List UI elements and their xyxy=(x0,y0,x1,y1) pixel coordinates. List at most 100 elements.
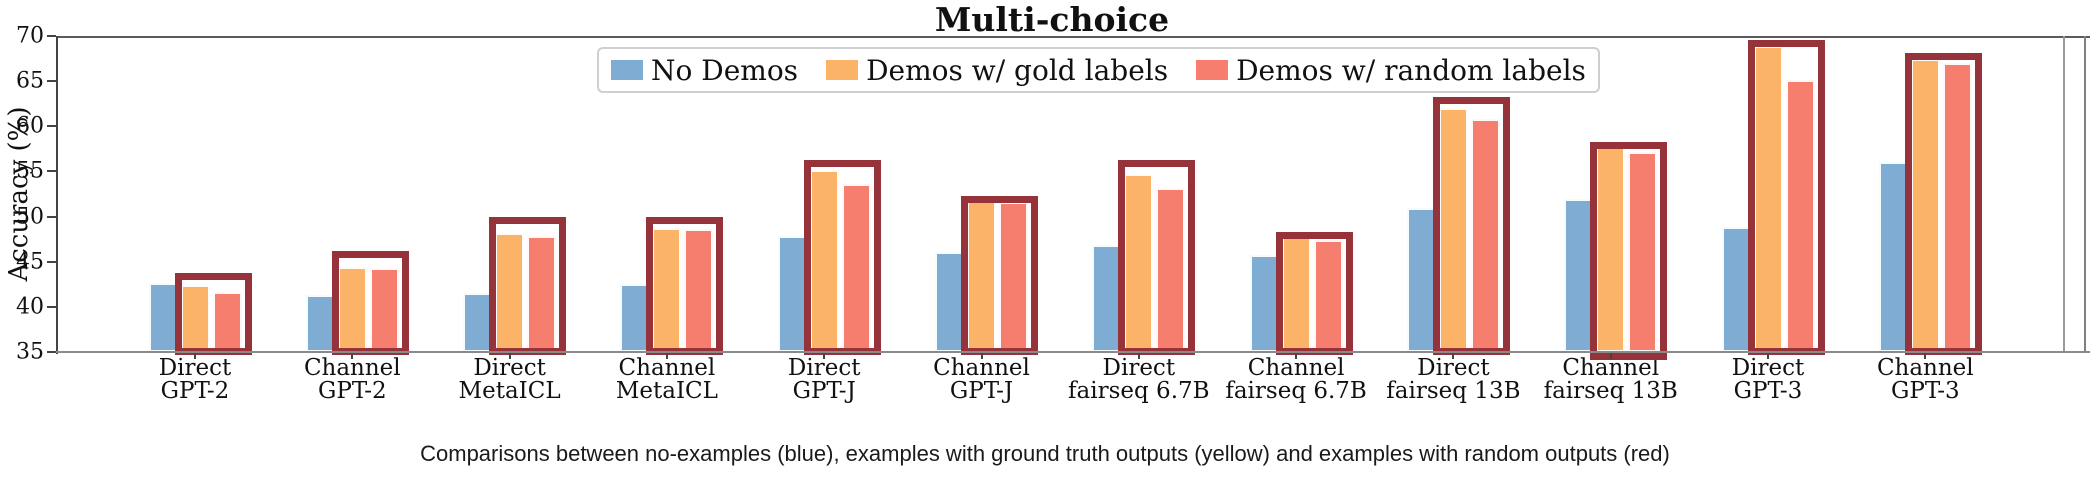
x-tick-mark xyxy=(1767,353,1769,359)
legend-label: Demos w/ gold labels xyxy=(866,53,1169,87)
bar-gold-labels xyxy=(1124,174,1154,352)
x-tick-label: Direct MetaICL xyxy=(458,355,561,404)
bar-gold-labels xyxy=(1596,147,1626,352)
bar-no-demos xyxy=(1564,199,1594,352)
legend: No Demos Demos w/ gold labels Demos w/ ran… xyxy=(597,47,1600,93)
x-tick-mark xyxy=(351,353,354,359)
y-tick-label: 35 xyxy=(16,339,44,365)
bar-gold-labels xyxy=(652,228,682,352)
bar-random-labels xyxy=(1313,240,1343,352)
bar-no-demos xyxy=(1092,244,1122,352)
x-axis-line xyxy=(56,351,2090,353)
bar-gold-labels xyxy=(809,169,839,352)
bar-gold-labels xyxy=(1910,59,1940,352)
bar-group-direct-metaicl xyxy=(463,36,567,355)
bar-group-channel-gpt-j xyxy=(935,36,1038,355)
x-tick-mark xyxy=(823,353,826,359)
bar-random-labels xyxy=(369,268,399,352)
highlight-box xyxy=(1275,231,1353,355)
x-tick-mark xyxy=(1452,353,1455,359)
y-axis-label: Accuracy (%) xyxy=(4,106,34,282)
x-tick-mark xyxy=(1924,353,1927,359)
highlight-box xyxy=(803,159,881,355)
plot-top-spine xyxy=(56,36,2090,38)
legend-item: Demos w/ gold labels xyxy=(826,54,1168,87)
y-tick-label: 55 xyxy=(16,158,44,184)
y-tick-mark xyxy=(47,305,56,308)
bar-no-demos xyxy=(1878,161,1908,352)
x-tick-mark xyxy=(980,353,983,359)
x-tick-label: Direct fairseq 6.7B xyxy=(1068,355,1210,404)
bar-random-labels xyxy=(212,292,242,352)
bar-no-demos xyxy=(777,236,807,352)
figure-caption: Comparisons between no-examples (blue), … xyxy=(420,441,1670,466)
bar-random-labels xyxy=(1628,152,1658,352)
bar-group-channel-gpt-2 xyxy=(305,36,409,355)
adjacent-panel-spine xyxy=(2084,36,2086,352)
legend-item: Demos w/ random labels xyxy=(1196,54,1586,87)
bar-no-demos xyxy=(305,295,335,352)
legend-swatch-icon xyxy=(1196,60,1229,80)
bar-gold-labels xyxy=(967,200,996,352)
y-tick-mark xyxy=(47,260,56,263)
highlight-box xyxy=(1904,53,1982,355)
x-tick-label: Channel MetaICL xyxy=(615,355,718,404)
highlight-box xyxy=(489,217,567,355)
x-tick-mark xyxy=(508,353,511,359)
y-tick-mark xyxy=(47,351,56,353)
y-tick-mark xyxy=(47,125,56,128)
legend-item: No Demos xyxy=(611,54,798,87)
legend-label: No Demos xyxy=(651,53,799,87)
bar-random-labels xyxy=(684,229,714,352)
y-tick-label: 45 xyxy=(16,249,44,275)
y-tick-label: 65 xyxy=(16,68,44,94)
legend-label: Demos w/ random labels xyxy=(1236,53,1586,87)
bar-no-demos xyxy=(463,293,493,352)
bar-random-labels xyxy=(999,202,1028,352)
x-tick-label: Channel GPT-3 xyxy=(1876,355,1974,404)
x-tick-label: Channel GPT-J xyxy=(933,355,1030,404)
y-tick-label: 70 xyxy=(16,23,44,49)
bar-group-direct-fairseq-13b xyxy=(1406,36,1510,355)
bar-no-demos xyxy=(1249,254,1279,352)
y-tick-label: 40 xyxy=(16,294,44,320)
x-tick-mark xyxy=(665,353,668,359)
bar-no-demos xyxy=(935,251,964,352)
bar-group-channel-gpt-3 xyxy=(1878,36,1982,355)
highlight-box xyxy=(961,195,1038,355)
x-tick-mark xyxy=(1295,353,1298,359)
legend-swatch-icon xyxy=(826,60,859,80)
chart-title: Multi-choice xyxy=(934,0,1170,39)
x-tick-mark xyxy=(194,353,196,359)
x-tick-mark xyxy=(1137,353,1140,359)
bar-no-demos xyxy=(620,284,650,352)
bar-gold-labels xyxy=(1753,45,1783,352)
bar-random-labels xyxy=(1785,80,1815,352)
highlight-box xyxy=(1432,96,1510,355)
bar-no-demos xyxy=(1406,208,1436,352)
y-axis-spine xyxy=(56,36,58,354)
y-tick-mark xyxy=(47,215,56,218)
bar-random-labels xyxy=(841,184,871,352)
x-tick-label: Direct fairseq 13B xyxy=(1386,355,1521,404)
y-tick-mark xyxy=(47,80,56,83)
highlight-box xyxy=(331,250,409,355)
bar-no-demos xyxy=(1721,227,1751,352)
highlight-box xyxy=(1590,141,1668,360)
bar-group-direct-gpt-2 xyxy=(148,36,252,355)
bar-gold-labels xyxy=(495,232,525,352)
plot-right-spine xyxy=(2063,36,2065,352)
x-tick-label: Channel fairseq 6.7B xyxy=(1225,355,1367,404)
bar-group-direct-gpt-3 xyxy=(1721,36,1825,355)
bar-random-labels xyxy=(1156,187,1186,352)
x-tick-label: Direct GPT-J xyxy=(787,355,861,404)
y-tick-label: 60 xyxy=(16,113,44,139)
bar-random-labels xyxy=(1470,119,1500,352)
highlight-box xyxy=(1118,159,1196,355)
bar-gold-labels xyxy=(1438,108,1468,352)
y-tick-mark xyxy=(47,170,56,173)
x-tick-label: Direct GPT-3 xyxy=(1731,355,1805,404)
x-tick-label: Direct GPT-2 xyxy=(158,355,232,404)
highlight-box xyxy=(174,273,252,355)
bar-random-labels xyxy=(1942,63,1972,352)
